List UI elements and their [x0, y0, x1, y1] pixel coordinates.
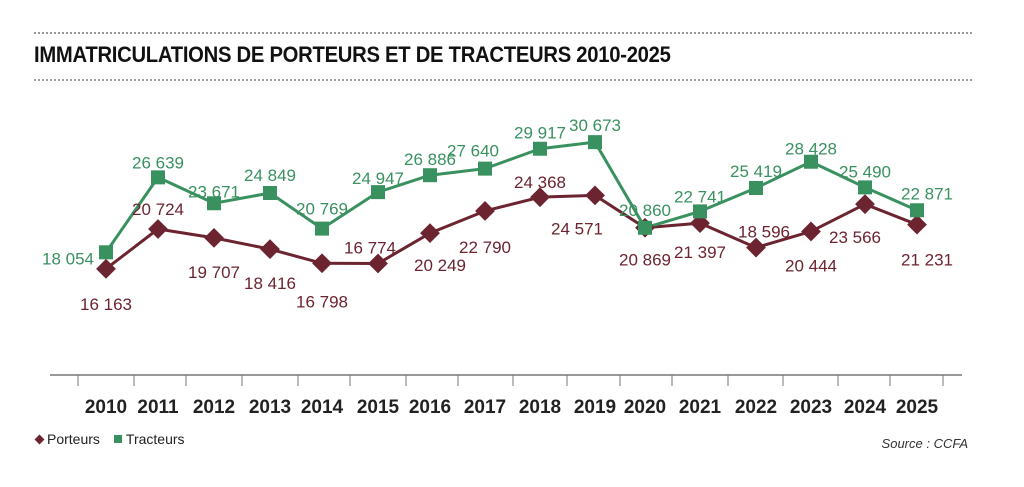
source-note: Source : CCFA: [881, 436, 968, 451]
data-label: 16 774: [344, 238, 396, 257]
data-point-tracteurs: [910, 203, 924, 218]
data-label: 20 724: [132, 200, 184, 219]
data-label: 18 596: [738, 223, 790, 242]
data-label: 25 490: [839, 162, 891, 181]
data-point-porteurs: [96, 258, 116, 279]
data-label: 26 639: [132, 153, 184, 172]
data-label: 28 428: [785, 140, 837, 159]
data-point-tracteurs: [207, 196, 221, 211]
data-label: 18 416: [244, 274, 296, 293]
data-label: 20 444: [785, 256, 837, 275]
data-label: 22 871: [901, 184, 953, 203]
data-point-tracteurs: [693, 204, 707, 219]
data-label: 22 790: [459, 238, 511, 257]
top-divider: [34, 32, 972, 34]
data-point-tracteurs: [858, 180, 872, 195]
data-label: 25 419: [730, 162, 782, 181]
x-tick-label: 2016: [409, 397, 451, 418]
data-point-tracteurs: [588, 135, 602, 150]
legend-label: Tracteurs: [125, 431, 185, 447]
data-label: 24 947: [352, 169, 404, 188]
data-label: 24 368: [514, 173, 566, 192]
data-label: 18 054: [42, 249, 94, 268]
data-point-porteurs: [420, 223, 440, 244]
x-tick-label: 2012: [193, 397, 235, 418]
data-label: 20 769: [296, 200, 348, 219]
x-tick-label: 2015: [357, 397, 400, 418]
data-point-tracteurs: [638, 220, 652, 235]
series-line-tracteurs: [104, 140, 918, 254]
data-label: 21 231: [901, 251, 953, 270]
data-label: 16 163: [80, 295, 132, 314]
data-point-tracteurs: [804, 154, 818, 169]
x-tick-label: 2021: [679, 397, 722, 418]
data-label: 20 860: [619, 201, 671, 220]
data-point-porteurs: [148, 219, 168, 239]
data-label: 20 249: [414, 256, 466, 275]
data-point-porteurs: [368, 253, 388, 274]
x-tick-label: 2025: [896, 397, 939, 418]
x-tick-label: 2013: [249, 397, 291, 418]
data-label: 23 671: [188, 182, 240, 201]
series-line-porteurs: [105, 193, 918, 271]
data-label: 21 397: [674, 243, 726, 262]
x-tick-label: 2017: [464, 397, 506, 418]
x-tick-label: 2010: [85, 397, 127, 418]
diamond-marker-icon: [34, 434, 45, 444]
data-label: 27 640: [447, 142, 499, 161]
data-point-porteurs: [204, 227, 224, 248]
data-label: 20 869: [619, 251, 671, 270]
data-label: 16 798: [296, 292, 348, 311]
legend-label: Porteurs: [47, 431, 100, 447]
data-label: 23 566: [829, 228, 881, 247]
data-point-tracteurs: [151, 170, 165, 185]
data-label: 29 917: [514, 124, 566, 143]
data-label: 24 849: [244, 166, 296, 185]
data-point-tracteurs: [371, 185, 385, 200]
x-tick-label: 2022: [735, 397, 777, 418]
x-tick-label: 2024: [844, 397, 887, 418]
data-point-porteurs: [475, 201, 495, 221]
square-marker-icon: [113, 435, 122, 443]
data-point-porteurs: [585, 185, 605, 206]
data-point-tracteurs: [315, 221, 329, 236]
data-label: 22 741: [674, 187, 726, 206]
data-point-porteurs: [260, 239, 280, 260]
chart-title: IMMATRICULATIONS DE PORTEURS ET DE TRACT…: [34, 42, 671, 67]
data-point-tracteurs: [423, 168, 437, 183]
legend-item-porteurs: Porteurs: [34, 431, 100, 447]
data-point-porteurs: [855, 194, 875, 215]
x-tick-label: 2011: [137, 397, 179, 418]
x-tick-label: 2018: [519, 397, 561, 418]
data-point-tracteurs: [478, 161, 492, 176]
data-label: 24 571: [551, 219, 603, 238]
data-label: 26 886: [404, 150, 456, 169]
x-tick-label: 2023: [790, 397, 832, 418]
legend: Porteurs Tracteurs: [34, 431, 193, 447]
data-point-tracteurs: [99, 245, 113, 260]
data-point-tracteurs: [533, 141, 547, 156]
data-label: 30 673: [569, 116, 621, 135]
legend-item-tracteurs: Tracteurs: [113, 431, 185, 447]
x-tick-label: 2020: [624, 397, 666, 418]
title-divider: [34, 79, 972, 81]
data-point-porteurs: [312, 253, 332, 274]
data-point-porteurs: [801, 221, 821, 242]
data-point-tracteurs: [263, 185, 277, 200]
x-tick-label: 2014: [301, 397, 344, 418]
data-label: 19 707: [188, 263, 240, 282]
data-point-porteurs: [907, 214, 927, 235]
data-point-tracteurs: [749, 181, 763, 196]
x-tick-label: 2019: [574, 397, 616, 418]
